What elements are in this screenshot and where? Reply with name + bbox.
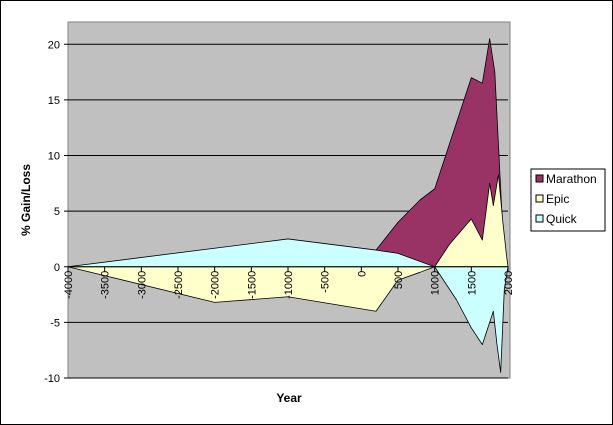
- y-tick-label: 20: [48, 39, 60, 51]
- legend-swatch-quick: [535, 214, 544, 223]
- series-area-quick: [67, 238, 509, 373]
- legend-label: Quick: [546, 212, 578, 226]
- legend: Marathon Epic Quick: [530, 168, 606, 232]
- x-tick-label: -2000: [210, 271, 222, 299]
- legend-label: Epic: [546, 192, 569, 206]
- x-tick-label: -1000: [283, 271, 295, 299]
- x-tick-label: -4000: [63, 271, 75, 299]
- x-tick-label: 1500: [466, 271, 478, 295]
- x-tick-label: -3500: [100, 271, 112, 299]
- grid-lines: [64, 43, 508, 379]
- x-tick-label: -500: [320, 271, 332, 293]
- legend-swatch-epic: [535, 194, 544, 203]
- y-tick-label: 5: [54, 206, 60, 218]
- x-axis-title: Year: [276, 391, 302, 405]
- x-tick-label: -2500: [173, 271, 185, 299]
- data-areas: [67, 38, 509, 373]
- y-tick-label: 0: [54, 262, 60, 274]
- y-tick-label: -10: [44, 373, 60, 385]
- x-tick-label: -1500: [246, 271, 258, 299]
- legend-label: Marathon: [546, 172, 597, 186]
- y-tick-label: 10: [48, 151, 60, 163]
- y-axis-title: % Gain/Loss: [19, 164, 33, 236]
- x-tick-label: 0: [356, 271, 368, 277]
- x-tick-labels: -4000 -3500 -3000 -2500 -2000 -1500 -1000 -500 0…: [63, 266, 515, 299]
- legend-swatch-marathon: [535, 174, 544, 183]
- series-area-epic: [67, 174, 509, 312]
- x-tick-label: -3000: [136, 271, 148, 299]
- y-tick-labels: 20 15 10 5 0 -5 -10: [44, 39, 60, 385]
- x-tick-label: 2000: [503, 271, 515, 295]
- x-tick-label: 500: [393, 271, 405, 289]
- x-tick-label: 1000: [430, 271, 442, 295]
- y-tick-label: -5: [50, 317, 60, 329]
- y-tick-label: 15: [48, 95, 60, 107]
